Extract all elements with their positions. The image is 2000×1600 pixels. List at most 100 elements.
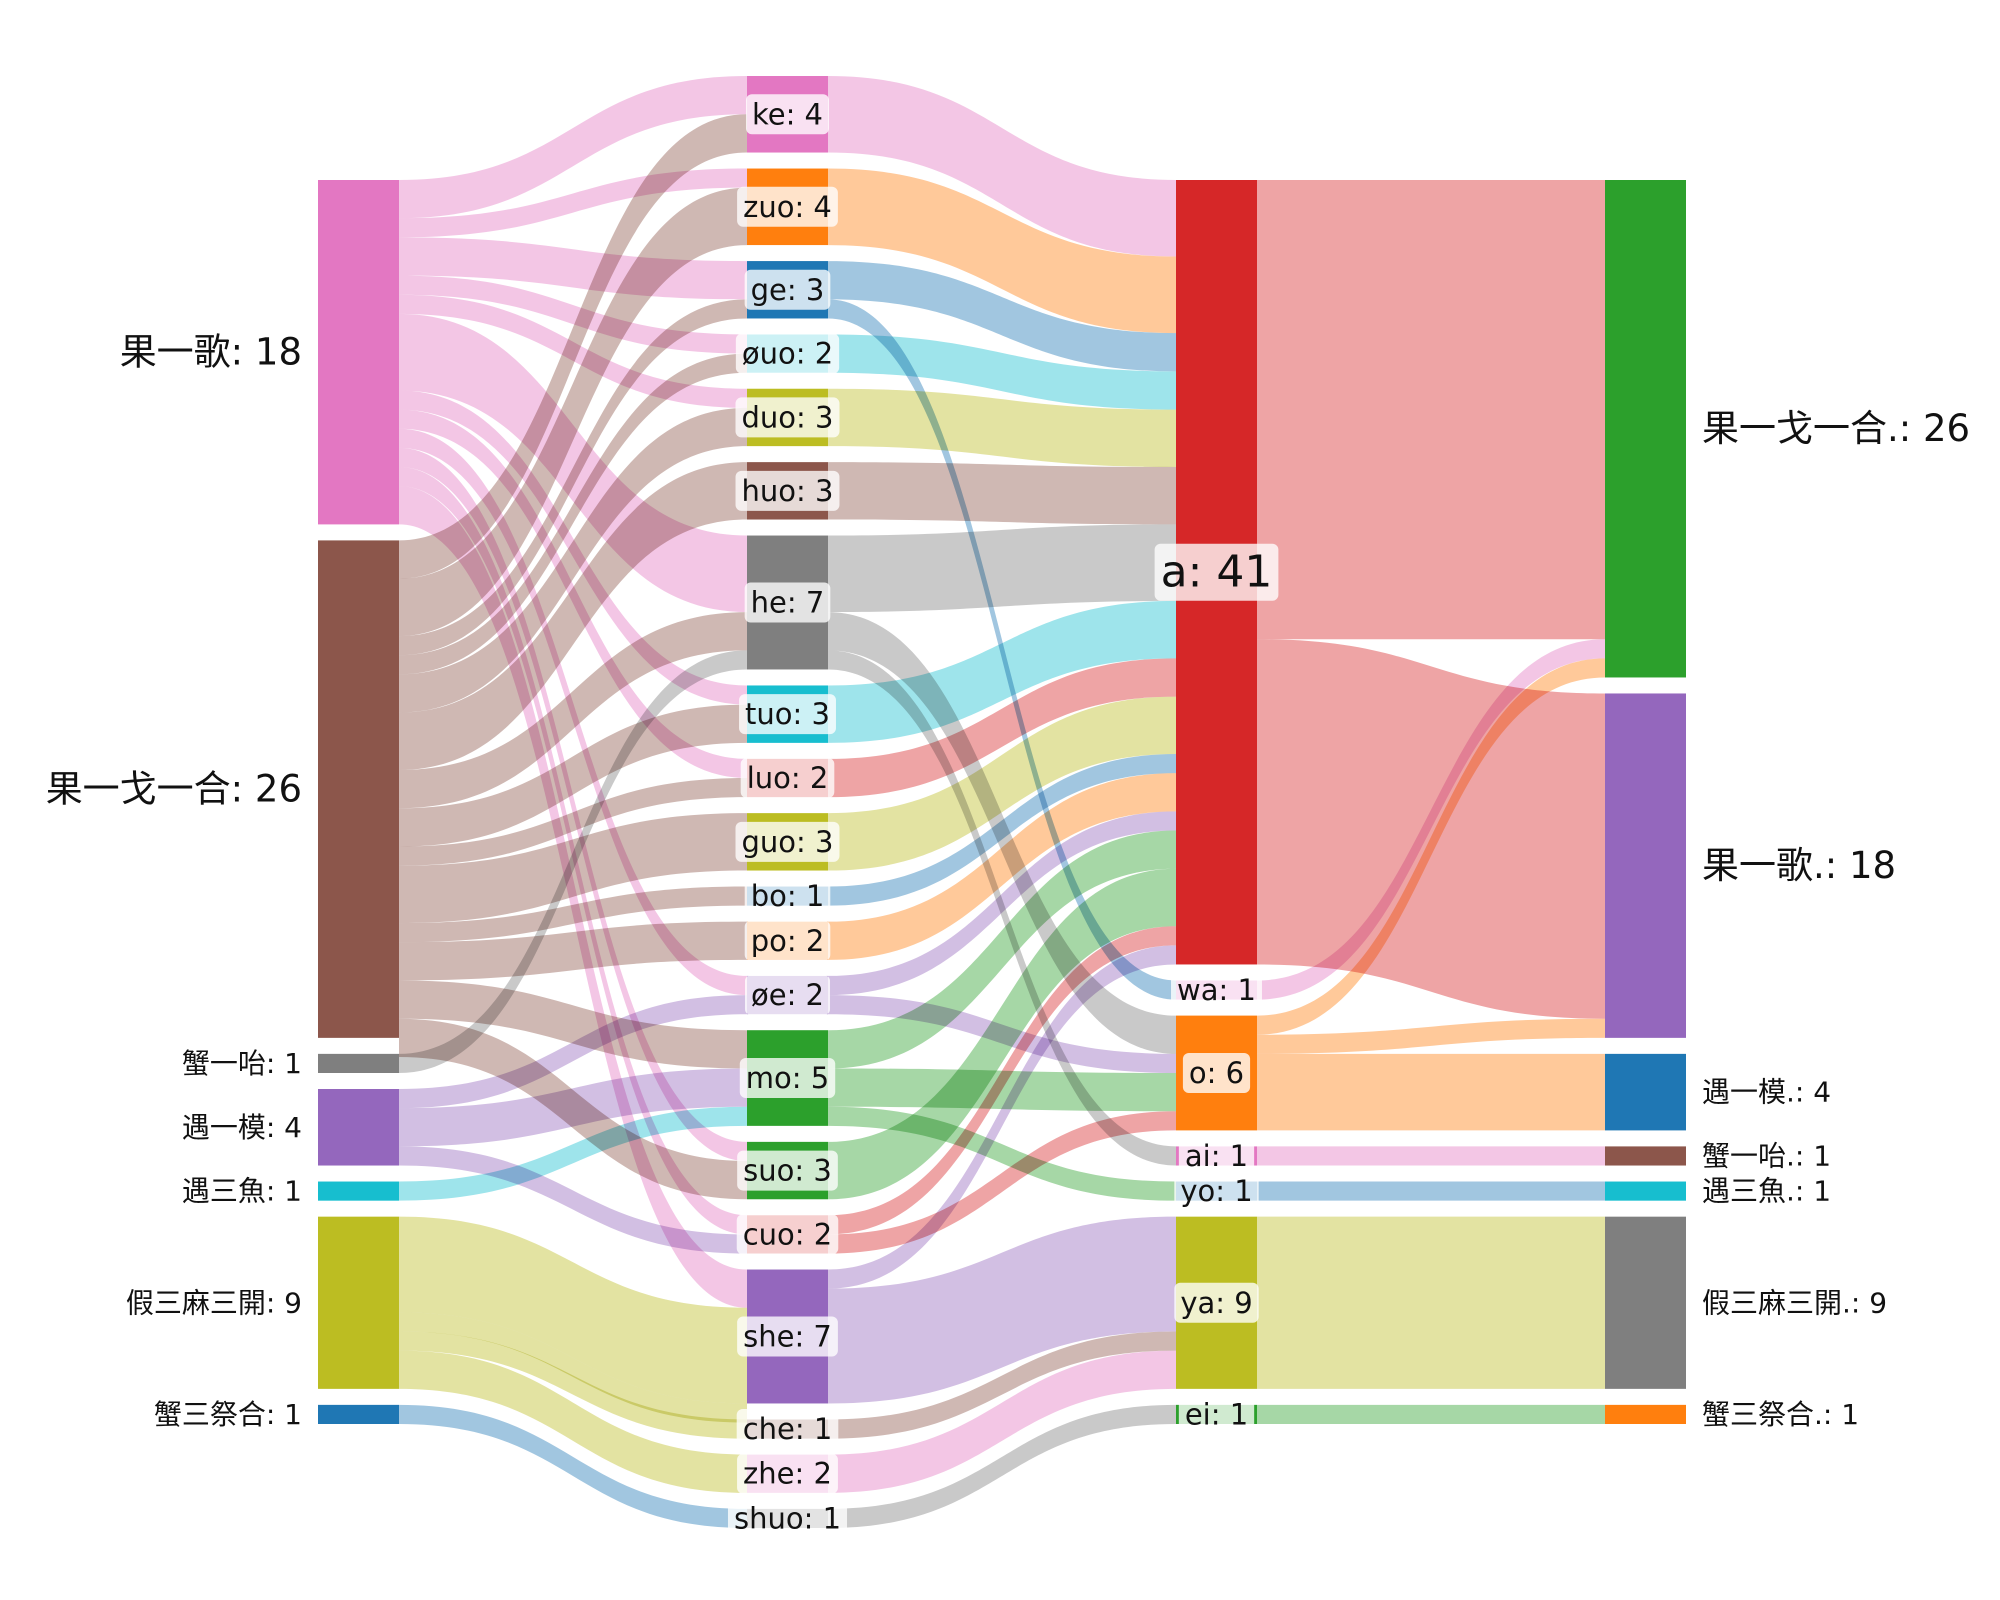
link-s_yumo-to-mo xyxy=(399,1068,747,1147)
node-label-bg-he xyxy=(744,582,831,623)
link-zuo-to-a xyxy=(828,168,1176,334)
node-label-s_xiehai: 蟹一咍: 1 xyxy=(182,1047,302,1080)
link-s_gehe-to-duo xyxy=(399,407,747,713)
link-s_gehe-to-tuo xyxy=(399,704,747,847)
link-s_jia-to-zhe xyxy=(399,1350,747,1493)
node-label-ge: ge: 3 xyxy=(751,273,825,307)
node-s_yumo xyxy=(318,1089,399,1166)
node-label-bg-ke xyxy=(745,94,830,135)
link-suo-to-a xyxy=(828,868,1176,1200)
node-label-bg-guo xyxy=(735,821,840,862)
node-label-s_gehe: 果一戈一合: 26 xyxy=(46,768,302,811)
link-che-to-ya xyxy=(828,1331,1176,1439)
link-s_gehe-to-mo xyxy=(399,980,747,1069)
link-o-to-t_yumo xyxy=(1257,1053,1605,1131)
link-cuo-to-o xyxy=(828,1111,1176,1254)
link-ya-to-t_jia xyxy=(1257,1216,1605,1389)
node-t_gehe xyxy=(1605,180,1686,678)
node-label-bg-zhe xyxy=(737,1453,838,1494)
link-s_gehe-to-ke xyxy=(399,114,747,579)
node-s_gehe xyxy=(318,540,399,1038)
node-label-mo: mo: 5 xyxy=(746,1061,829,1095)
sankey-labels: 果一歌: 18 果一戈一合: 26 蟹一咍: 1 遇一模: 4 遇三魚: 1 假三麻三開:… xyxy=(46,94,1970,1539)
node-label-bg-cuo xyxy=(736,1214,839,1255)
node-label-s_gey: 果一歌: 18 xyxy=(120,331,302,374)
link-ai-to-t_xiehai xyxy=(1257,1146,1605,1166)
node-label-t_yumo: 遇一模.: 4 xyxy=(1702,1076,1831,1109)
node-label-bg-zuo xyxy=(737,186,838,227)
node-label-t_yuyu: 遇三魚.: 1 xyxy=(1702,1175,1831,1208)
node-label-bg-huo xyxy=(735,470,840,511)
node-label-a: a: 41 xyxy=(1161,547,1273,598)
link-s_xiezhi-to-shuo xyxy=(399,1404,747,1528)
node-label-luo: luo: 2 xyxy=(747,761,829,795)
node-label-bg-she xyxy=(737,1316,838,1357)
link-o-to-t_gehe xyxy=(1257,658,1605,1035)
link-mo-to-a xyxy=(828,830,1176,1069)
node-label-bo: bo: 1 xyxy=(751,879,825,913)
node-label-ei: ei: 1 xyxy=(1185,1397,1248,1431)
link-s_gey-to-ouo xyxy=(399,275,747,354)
link-ouo-to-a xyxy=(828,334,1176,410)
link-s_yuyu-to-mo xyxy=(399,1106,747,1201)
node-label-bg-oe xyxy=(744,975,831,1016)
link-s_gehe-to-zuo xyxy=(399,187,747,637)
node-label-s_yumo: 遇一模: 4 xyxy=(182,1111,302,1144)
node-label-t_gehe: 果一戈一合.: 26 xyxy=(1702,407,1970,450)
node-label-bg-duo xyxy=(735,397,840,438)
node-label-bg-ge xyxy=(744,269,831,310)
node-label-t_xiehai: 蟹一咍.: 1 xyxy=(1702,1139,1831,1172)
link-yo-to-t_yuyu xyxy=(1257,1181,1605,1201)
link-s_gehe-to-ge xyxy=(399,299,747,656)
link-duo-to-a xyxy=(828,388,1176,467)
link-a-to-t_gehe xyxy=(1257,180,1605,640)
link-zhe-to-ya xyxy=(828,1350,1176,1493)
node-label-bg-ai xyxy=(1178,1135,1255,1176)
link-shuo-to-ei xyxy=(828,1404,1176,1528)
node-label-t_xiezhi: 蟹三祭合.: 1 xyxy=(1702,1398,1859,1431)
node-label-bg-a xyxy=(1154,543,1279,601)
link-s_xiehai-to-he xyxy=(399,650,747,1073)
link-mo-to-o xyxy=(828,1068,1176,1112)
node-label-tuo: tuo: 3 xyxy=(745,697,830,731)
link-s_yumo-to-oe xyxy=(399,995,747,1109)
link-a-to-t_gey xyxy=(1257,639,1605,1019)
node-label-bg-yo xyxy=(1174,1171,1259,1212)
link-she-to-a xyxy=(828,945,1176,1289)
node-label-she: she: 7 xyxy=(743,1320,832,1354)
link-huo-to-a xyxy=(828,462,1176,525)
link-s_gehe-to-he xyxy=(399,612,747,809)
link-ge-to-a xyxy=(828,261,1176,372)
node-label-shuo: shuo: 1 xyxy=(734,1501,841,1535)
link-cuo-to-a xyxy=(828,926,1176,1235)
link-s_gehe-to-po xyxy=(399,921,747,981)
link-luo-to-a xyxy=(828,658,1176,798)
link-s_yumo-to-cuo xyxy=(399,1146,747,1254)
link-bo-to-a xyxy=(828,754,1176,906)
node-label-suo: suo: 3 xyxy=(743,1154,832,1188)
link-s_gehe-to-huo xyxy=(399,462,747,770)
node-s_gey xyxy=(318,180,399,525)
link-wa-to-t_gehe xyxy=(1257,639,1605,1000)
node-label-wa: wa: 1 xyxy=(1177,973,1256,1007)
node-s_xiezhi xyxy=(318,1404,399,1424)
node-label-bg-tuo xyxy=(739,694,836,735)
node-label-ai: ai: 1 xyxy=(1185,1139,1248,1173)
node-label-s_xiezhi: 蟹三祭合: 1 xyxy=(154,1398,302,1431)
node-label-t_gey: 果一歌.: 18 xyxy=(1702,844,1896,887)
node-label-s_yuyu: 遇三魚: 1 xyxy=(182,1175,302,1208)
link-he-to-a xyxy=(828,524,1176,613)
node-label-cuo: cuo: 2 xyxy=(743,1217,833,1251)
link-s_gehe-to-ouo xyxy=(399,353,747,675)
node-label-bg-bo xyxy=(744,876,831,917)
node-label-he: he: 7 xyxy=(751,586,825,620)
node-s_jia xyxy=(318,1216,399,1389)
link-s_jia-to-she xyxy=(399,1312,747,1423)
node-label-huo: huo: 3 xyxy=(742,474,834,508)
node-t_gey xyxy=(1605,693,1686,1038)
node-label-bg-che xyxy=(736,1409,839,1450)
node-label-yo: yo: 1 xyxy=(1180,1174,1252,1208)
node-label-s_jia: 假三麻三開: 9 xyxy=(126,1286,302,1319)
node-label-guo: guo: 3 xyxy=(742,825,834,859)
